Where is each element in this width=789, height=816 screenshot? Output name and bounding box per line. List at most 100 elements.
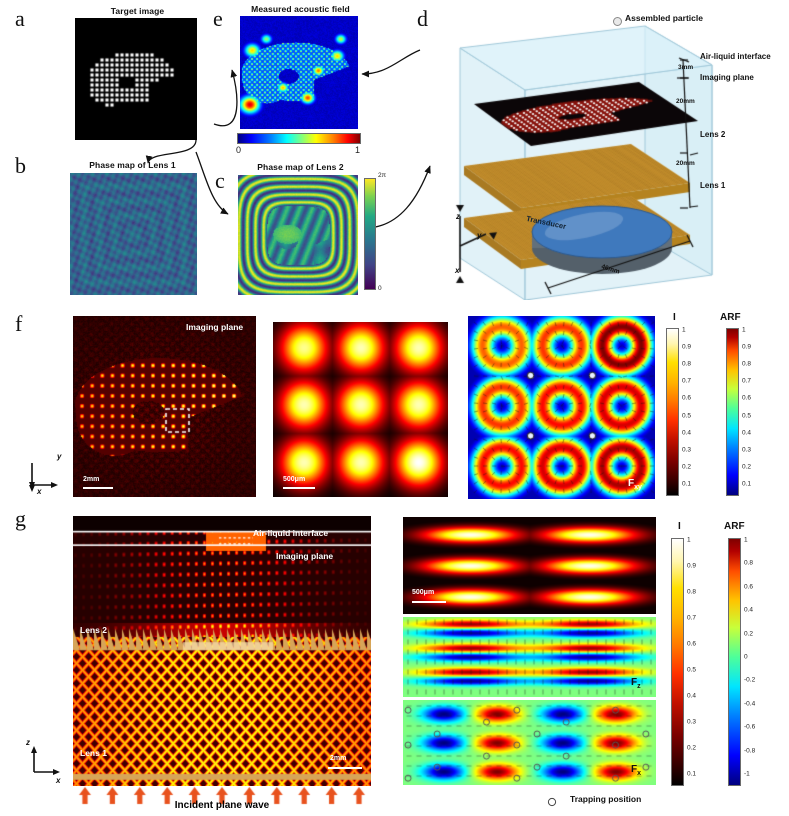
colorbar-tick: -0.8 — [744, 747, 756, 755]
panel-f-imaging-plane-image — [73, 316, 256, 497]
panel-c-caption: Phase map of Lens 2 — [257, 162, 344, 172]
colorbar-tick: 0.8 — [687, 588, 697, 596]
panel-g-imaging-plane-label: Imaging plane — [276, 551, 334, 561]
panel-g-scalebar-bar — [328, 767, 362, 769]
panel-a-caption: Target image — [110, 6, 165, 16]
panel-g-lens1-label: Lens 1 — [80, 748, 107, 758]
panel-g-zoom-scalebar-bar — [412, 601, 446, 603]
panel-g-field-image — [73, 516, 371, 786]
panel-e-caption: Measured acoustic field — [251, 4, 350, 14]
panel-f-arf-image — [468, 316, 655, 499]
colorbar-tick: 0.5 — [742, 412, 752, 420]
panel-e-colorbar-min: 0 — [236, 145, 242, 155]
colorbar-tick: 0.1 — [742, 480, 752, 488]
colorbar-tick: 0.5 — [682, 412, 692, 420]
panel-d-axis-x: x — [455, 266, 460, 275]
colorbar-tick: 0.6 — [742, 394, 752, 402]
colorbar-tick: 1 — [742, 326, 746, 334]
colorbar-tick: 0.6 — [687, 640, 697, 648]
colorbar-tick: 0.6 — [682, 394, 692, 402]
panel-g-fz-subscript: z — [637, 683, 641, 690]
panel-g-lens2-label: Lens 2 — [80, 625, 107, 635]
panel-g-colorbar-ARF — [728, 538, 741, 786]
panel-g-fz-label: Fz — [631, 677, 641, 690]
panel-g-axis-x: x — [56, 776, 61, 785]
colorbar-tick: -0.2 — [744, 676, 756, 684]
panel-g-scalebar-label: 2mm — [330, 755, 347, 762]
colorbar-tick: 0.9 — [742, 343, 752, 351]
colorbar-tick: 0.5 — [687, 666, 697, 674]
dimension-3mm: 3mm — [678, 64, 694, 71]
colorbar-tick: 0.4 — [742, 429, 752, 437]
panel-f-scalebar-bar — [83, 487, 113, 489]
phase-map-lens1-image — [70, 173, 197, 295]
panel-f-force-label: Fxy — [628, 478, 642, 491]
colorbar-tick: 0.6 — [744, 583, 754, 591]
colorbar-tick: 0.2 — [744, 630, 754, 638]
panel-letter-c: c — [215, 168, 225, 193]
panel-f-axis-y: y — [57, 452, 62, 461]
panel-f-zoom-scalebar-label: 500μm — [283, 476, 306, 483]
panel-g-fx-image — [403, 700, 656, 785]
panel-g-colorbar-title-ARF: ARF — [724, 521, 745, 532]
colorbar-tick: 0.7 — [682, 377, 692, 385]
panel-f-axis-x: x — [37, 487, 42, 496]
colorbar-tick: 0.2 — [682, 463, 692, 471]
panel-g-axis-indicator — [26, 740, 66, 782]
panel-f-colorbar-I — [666, 328, 679, 496]
panel-g-fz-image — [403, 617, 656, 697]
assembled-particle-legend-label: Assembled particle — [625, 13, 703, 23]
panel-f-zoom-scalebar-bar — [283, 487, 315, 489]
colorbar-tick: 1 — [687, 536, 691, 544]
colorbar-tick: 0.8 — [682, 360, 692, 368]
colorbar-tick: 1 — [682, 326, 686, 334]
colorbar-tick: 0.3 — [742, 446, 752, 454]
panel-g-fx-label: Fx — [631, 764, 641, 777]
annotation-air-liquid-interface: Air-liquid interface — [700, 52, 771, 61]
panel-d-axis-z: z — [456, 212, 460, 221]
panel-g-fz-letter: F — [631, 677, 638, 688]
panel-g-fx-letter: F — [631, 764, 638, 775]
trapping-position-marker-icon — [546, 795, 558, 813]
panel-d-schematic — [440, 20, 789, 300]
trapping-position-legend-label: Trapping position — [570, 794, 642, 804]
colorbar-tick: -0.6 — [744, 723, 756, 731]
colorbar-tick: 0.9 — [682, 343, 692, 351]
target-image — [75, 18, 197, 140]
panel-f-colorbar-ARF — [726, 328, 739, 496]
incident-plane-wave-arrows — [73, 786, 371, 808]
colorbar-tick: 0.4 — [687, 692, 697, 700]
dimension-20mm-a: 20mm — [676, 98, 695, 105]
colorbar-tick: 0.7 — [687, 614, 697, 622]
panel-f-zoom-image — [273, 322, 448, 497]
annotation-lens-2: Lens 2 — [700, 130, 726, 139]
panel-e-colorbar — [237, 133, 361, 144]
panel-letter-a: a — [15, 6, 25, 31]
colorbar-tick: 0.2 — [687, 744, 697, 752]
panel-g-air-liquid-interface-label: Air-liquid interface — [253, 528, 329, 538]
assembled-particle-marker-icon — [613, 17, 622, 26]
panel-letter-b: b — [15, 153, 26, 178]
panel-f-colorbar-title-ARF: ARF — [720, 312, 741, 323]
panel-e-colorbar-max: 1 — [355, 145, 361, 155]
panel-g-zoom-scalebar-label: 500μm — [412, 589, 435, 596]
panel-letter-d: d — [417, 6, 428, 31]
colorbar-tick: 0.8 — [744, 559, 754, 567]
panel-f-imaging-plane-label: Imaging plane — [186, 322, 244, 332]
panel-f-colorbar-title-I: I — [673, 312, 676, 323]
panel-g-colorbar-I — [671, 538, 684, 786]
panel-c-colorbar-min: 0 — [378, 285, 382, 292]
colorbar-tick: 0.4 — [682, 429, 692, 437]
colorbar-tick: -1 — [744, 770, 750, 778]
panel-g-axis-z: z — [26, 738, 30, 747]
colorbar-tick: 0.2 — [742, 463, 752, 471]
panel-f-scalebar-label: 2mm — [83, 476, 100, 483]
phase-map-lens2-image — [238, 175, 358, 295]
colorbar-tick: 0.8 — [742, 360, 752, 368]
colorbar-tick: 0.1 — [687, 770, 697, 778]
panel-d-axis-y: y — [477, 231, 482, 240]
incident-plane-wave-caption: Incident plane wave — [174, 800, 270, 811]
colorbar-tick: 0.7 — [742, 377, 752, 385]
colorbar-tick: 0.1 — [682, 480, 692, 488]
